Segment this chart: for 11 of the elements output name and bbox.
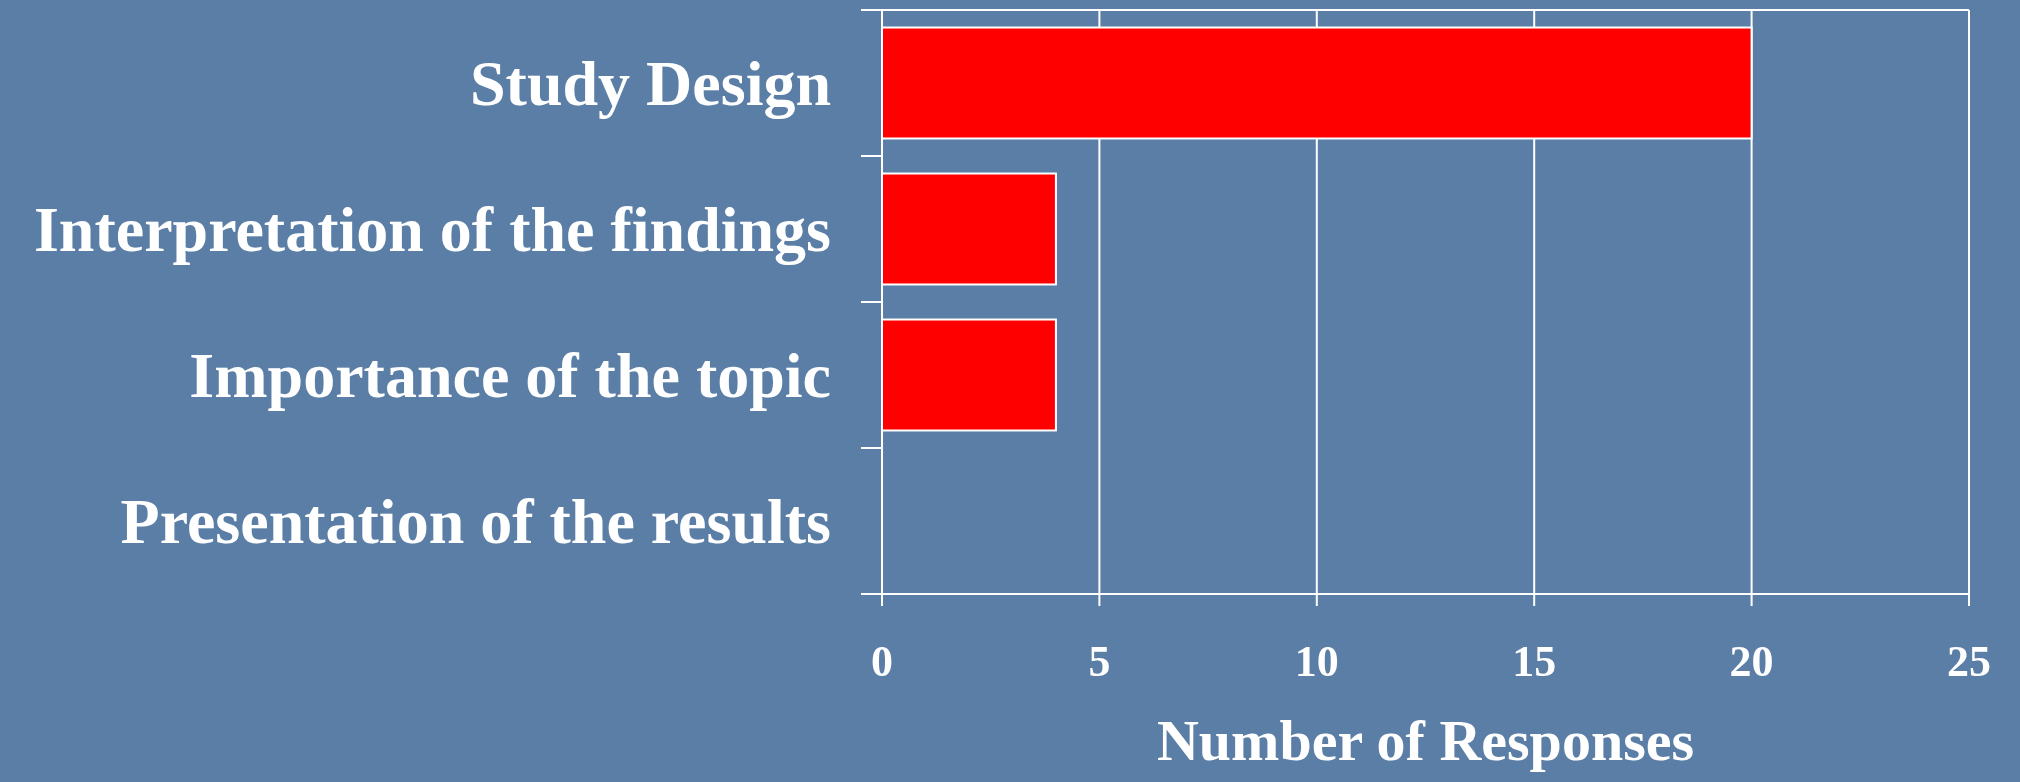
y-tick-label: Study Design [470, 48, 831, 120]
x-tick-label: 5 [1088, 637, 1111, 686]
y-tick-label: Presentation of the results [120, 486, 831, 558]
x-tick-label: 20 [1729, 637, 1774, 686]
y-tick-label: Interpretation of the findings [33, 194, 831, 266]
x-tick-label: 25 [1947, 637, 1991, 686]
x-axis-title: Number of Responses [1156, 708, 1695, 773]
x-tick-label: 0 [871, 637, 893, 686]
x-tick-label: 10 [1294, 637, 1339, 686]
x-tick-label: 15 [1512, 637, 1557, 686]
y-tick-label: Importance of the topic [189, 340, 831, 412]
